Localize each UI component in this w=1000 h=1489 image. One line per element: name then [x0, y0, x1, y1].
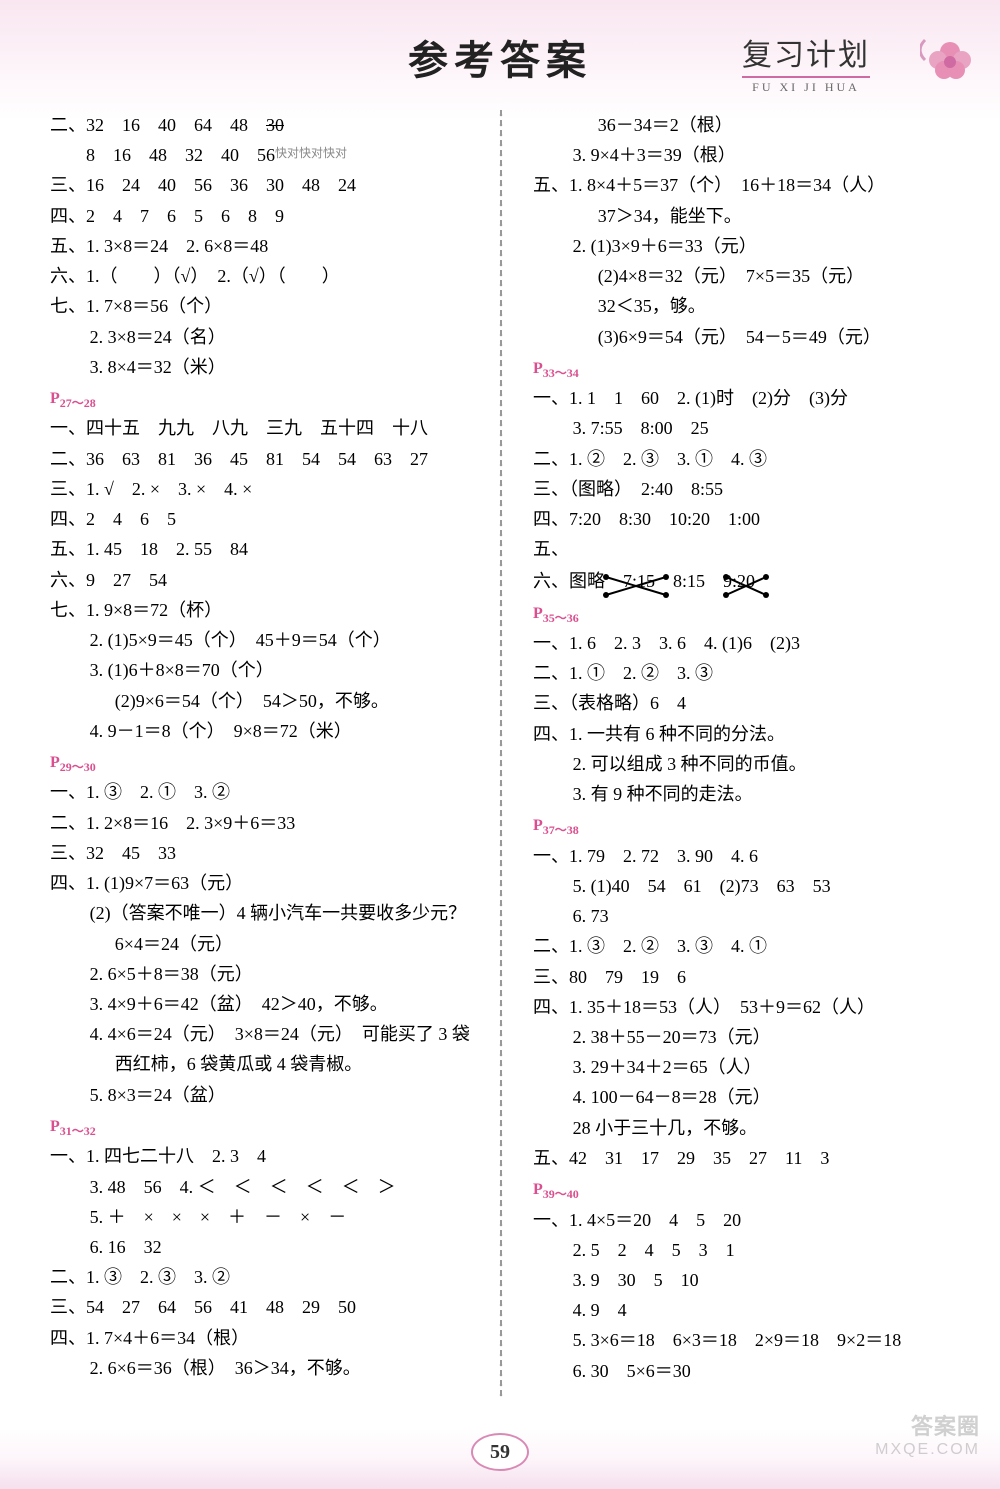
answer-line: 2. (1)3×9＋6＝33（元）: [533, 231, 960, 261]
answer-line: 4. 100－64－8＝28（元）: [533, 1082, 960, 1112]
answer-line: 2. 38＋55－20＝73（元）: [533, 1022, 960, 1052]
answer-line: 二、1. ② 2. ③ 3. ① 4. ③: [533, 444, 960, 474]
answer-line: 6×4＝24（元）: [50, 929, 487, 959]
answer-line: 4. 9－1＝8（个） 9×8＝72（米）: [50, 716, 487, 746]
page-ref: P39～40: [533, 1177, 960, 1204]
answer-line: 3. 7:55 8:00 25: [533, 413, 960, 443]
answer-line: 6. 30 5×6＝30: [533, 1356, 960, 1386]
answer-line: 一、1. 4×5＝20 4 5 20: [533, 1205, 960, 1235]
page-ref: P31～32: [50, 1114, 487, 1141]
answer-line: (3)6×9＝54（元） 54－5＝49（元）: [533, 322, 960, 352]
answer-line: (2)4×8＝32（元） 7×5＝35（元）: [533, 261, 960, 291]
page-ref: P27～28: [50, 386, 487, 413]
answer-line: 四、7:20 8:30 10:20 1:00: [533, 504, 960, 534]
answer-line: 3. 有 9 种不同的走法。: [533, 779, 960, 809]
answer-line: 3. 48 56 4. ＜ ＜ ＜ ＜ ＜ ＞: [50, 1172, 487, 1202]
answer-line: 32＜35，够。: [533, 291, 960, 321]
answer-line: 三、1. √ 2. × 3. × 4. ×: [50, 474, 487, 504]
answer-line: 二、32 16 40 64 48 30: [50, 110, 487, 140]
answer-line: 七、1. 9×8＝72（杯）: [50, 595, 487, 625]
answer-line: 5. 3×6＝18 6×3＝18 2×9＝18 9×2＝18: [533, 1325, 960, 1355]
matching-diagram: [569, 540, 776, 570]
answer-line: 3. (1)6＋8×8＝70（个）: [50, 655, 487, 685]
answer-line: (2)（答案不唯一）4 辆小汽车一共要收多少元？: [50, 898, 487, 928]
answer-line: 2. (1)5×9＝45（个） 45＋9＝54（个）: [50, 625, 487, 655]
page-ref: P35～36: [533, 601, 960, 628]
answer-line: 三、32 45 33: [50, 838, 487, 868]
subtitle-cn: 复习计划: [742, 30, 870, 78]
answer-line: 四、1. 35＋18＝53（人） 53＋9＝62（人）: [533, 992, 960, 1022]
answer-line: 6. 16 32: [50, 1232, 487, 1262]
answer-line: 一、1. 1 1 60 2. (1)时 (2)分 (3)分: [533, 383, 960, 413]
answer-line: 5. 8×3＝24（盆）: [50, 1080, 487, 1110]
answer-line: 七、1. 7×8＝56（个）: [50, 291, 487, 321]
answer-line: 二、1. ③ 2. ③ 3. ②: [50, 1262, 487, 1292]
answer-line: 28 小于三十几，不够。: [533, 1113, 960, 1143]
answer-line: 8 16 48 32 40 56快对快对快对: [50, 140, 487, 170]
answer-line: 五、1. 3×8＝24 2. 6×8＝48: [50, 231, 487, 261]
answer-line: 五、1. 8×4＋5＝37（个） 16＋18＝34（人）: [533, 170, 960, 200]
subtitle-block: 复习计划 FU XI JI HUA: [742, 30, 870, 95]
answer-line: 四、2 4 7 6 5 6 8 9: [50, 201, 487, 231]
answer-line: 一、1. 6 2. 3 3. 6 4. (1)6 (2)3: [533, 628, 960, 658]
column-divider: [500, 110, 502, 1400]
answer-line: 五、: [533, 534, 960, 566]
answer-line: 3. 9×4＋3＝39（根）: [533, 140, 960, 170]
answer-line: 4. 4×6＝24（元） 3×8＝24（元） 可能买了 3 袋: [50, 1019, 487, 1049]
answer-line: 6. 73: [533, 901, 960, 931]
page-ref: P37～38: [533, 813, 960, 840]
watermark-line2: MXQE.COM: [875, 1441, 980, 1459]
answer-line: 2. 3×8＝24（名）: [50, 322, 487, 352]
page-title: 参考答案: [408, 28, 592, 86]
watermark-line1: 答案圈: [875, 1409, 980, 1441]
answer-line: 5. ＋ × × × ＋ － × －: [50, 1202, 487, 1232]
answer-line: 二、1. ③ 2. ② 3. ③ 4. ①: [533, 931, 960, 961]
answer-line: 三、80 79 19 6: [533, 962, 960, 992]
answer-line: 五、1. 45 18 2. 55 84: [50, 534, 487, 564]
answer-line: 二、1. ① 2. ② 3. ③: [533, 658, 960, 688]
answer-line: 三、54 27 64 56 41 48 29 50: [50, 1292, 487, 1322]
answer-line: 37＞34，能坐下。: [533, 201, 960, 231]
answer-line: 四、1. 7×4＋6＝34（根）: [50, 1323, 487, 1353]
answer-line: 3. 8×4＝32（米）: [50, 352, 487, 382]
left-column: 二、32 16 40 64 48 30 8 16 48 32 40 56快对快对…: [50, 110, 505, 1400]
answer-line: 一、1. 四七二十八 2. 3 4: [50, 1141, 487, 1171]
answer-line: 三、（图略） 2:40 8:55: [533, 474, 960, 504]
answer-line: 西红柿，6 袋黄瓜或 4 袋青椒。: [50, 1049, 487, 1079]
answer-line: 3. 29＋34＋2＝65（人）: [533, 1052, 960, 1082]
answer-line: 5. (1)40 54 61 (2)73 63 53: [533, 871, 960, 901]
page-ref: P29～30: [50, 750, 487, 777]
answer-line: 一、四十五 九九 八九 三九 五十四 十八: [50, 413, 487, 443]
page-ref: P33～34: [533, 356, 960, 383]
answer-line: 四、2 4 6 5: [50, 504, 487, 534]
answer-line: 六、9 27 54: [50, 565, 487, 595]
answer-line: 五、42 31 17 29 35 27 11 3: [533, 1143, 960, 1173]
answer-line: 四、1. (1)9×7＝63（元）: [50, 868, 487, 898]
answer-line: 2. 可以组成 3 种不同的币值。: [533, 749, 960, 779]
answer-line: 二、1. 2×8＝16 2. 3×9＋6＝33: [50, 808, 487, 838]
answer-line: 2. 6×6＝36（根） 36＞34，不够。: [50, 1353, 487, 1383]
page-number: 59: [471, 1433, 529, 1471]
answer-line: 2. 5 2 4 5 3 1: [533, 1235, 960, 1265]
answer-line: 二、36 63 81 36 45 81 54 54 63 27: [50, 444, 487, 474]
watermark: 答案圈 MXQE.COM: [875, 1409, 980, 1459]
page-number-badge: 59: [471, 1433, 529, 1471]
subtitle-pinyin: FU XI JI HUA: [742, 80, 870, 95]
answer-line: 一、1. 79 2. 72 3. 90 4. 6: [533, 841, 960, 871]
answer-line: 3. 9 30 5 10: [533, 1265, 960, 1295]
answer-line: 2. 6×5＋8＝38（元）: [50, 959, 487, 989]
answer-line: 36－34＝2（根）: [533, 110, 960, 140]
answer-line: (2)9×6＝54（个） 54＞50，不够。: [50, 686, 487, 716]
answer-line: 3. 4×9＋6＝42（盆） 42＞40，不够。: [50, 989, 487, 1019]
answer-line: 四、1. 一共有 6 种不同的分法。: [533, 719, 960, 749]
answer-line: 4. 9 4: [533, 1295, 960, 1325]
answer-line: 三、16 24 40 56 36 30 48 24: [50, 170, 487, 200]
answer-line: 六、1.（ ）（√） 2.（√）（ ）: [50, 261, 487, 291]
answer-line: 三、（表格略）6 4: [533, 688, 960, 718]
answer-line: 一、1. ③ 2. ① 3. ②: [50, 777, 487, 807]
right-column: 36－34＝2（根） 3. 9×4＋3＝39（根） 五、1. 8×4＋5＝37（…: [505, 110, 960, 1400]
